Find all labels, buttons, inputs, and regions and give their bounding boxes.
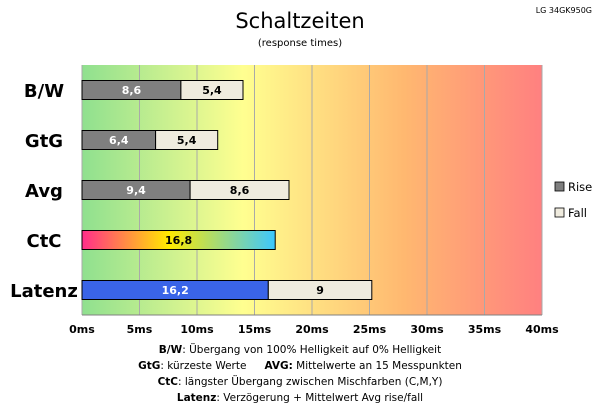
chart-title: Schaltzeiten [235, 9, 364, 33]
data-label-rise: 16,8 [165, 234, 192, 247]
bar-rise [81, 230, 276, 250]
data-label-rise: 8,6 [122, 84, 142, 97]
data-label-rise: 16,2 [162, 284, 189, 297]
bar-fall [155, 130, 219, 150]
footnote-latenz-text: : Verzögerung + Mittelwert Avg rise/fall [216, 392, 424, 404]
x-tick-label: 30ms [410, 323, 444, 336]
data-label-fall: 9 [316, 284, 324, 297]
category-label: B/W [24, 81, 64, 102]
legend-label-fall: Fall [568, 206, 587, 220]
data-label-fall: 8,6 [230, 184, 250, 197]
x-tick-label: 35ms [468, 323, 502, 336]
footnote-ctc-key: CtC [157, 376, 178, 388]
footnote-ctc-text: : längster Übergang zwischen Mischfarben… [178, 376, 443, 388]
bar-fall [267, 280, 373, 300]
x-tick-label: 5ms [127, 323, 153, 336]
legend-label-rise: Rise [568, 180, 592, 194]
footnote-gtg-avg: GtG: kürzeste Werte AVG: Mittelwerte an 1… [0, 358, 600, 374]
category-labels: B/W GtG Avg CtC Latenz [10, 81, 78, 302]
x-tick-label: 0ms [69, 323, 95, 336]
x-tick-label: 25ms [353, 323, 387, 336]
footnote-bw-key: B/W [158, 344, 183, 356]
category-label: GtG [25, 131, 63, 152]
x-tick-label: 10ms [180, 323, 214, 336]
legend-swatch-rise [554, 181, 565, 192]
footnote-gtg-key: GtG [138, 360, 161, 372]
footnote-bw-text: : Übergang von 100% Helligkeit auf 0% He… [182, 344, 442, 356]
data-label-rise: 9,4 [126, 184, 146, 197]
x-tick-labels: 0ms 5ms 10ms 15ms 20ms 25ms 30ms 35ms 40ms [69, 323, 559, 336]
legend-swatch-fall [554, 207, 565, 218]
footnote-avg-text: Mittelwerte an 15 Messpunkten [292, 360, 462, 372]
x-tick-label: 15ms [238, 323, 272, 336]
legend: Rise Fall [554, 180, 592, 220]
category-label: Avg [25, 181, 63, 202]
footnote-latenz: Latenz: Verzögerung + Mittelwert Avg ris… [0, 390, 600, 406]
x-tick-label: 20ms [295, 323, 329, 336]
footnote-bw: B/W: Übergang von 100% Helligkeit auf 0%… [0, 342, 600, 358]
footnote-avg-key: AVG: [264, 360, 293, 372]
category-label: Latenz [10, 281, 78, 302]
footnote-latenz-key: Latenz [176, 392, 217, 404]
bar-fall [189, 180, 290, 200]
model-label: LG 34GK950G [536, 6, 592, 15]
bar-fall [180, 80, 244, 100]
chart-subtitle: (response times) [258, 38, 342, 49]
footnote-gtg-text: : kürzeste Werte [160, 360, 247, 372]
x-tick-label: 40ms [525, 323, 559, 336]
bars: 8,6 5,4 6,4 5,4 9,4 8,6 16,8 16,2 9 [81, 80, 373, 300]
data-label-rise: 6,4 [109, 134, 129, 147]
data-label-fall: 5,4 [177, 134, 197, 147]
data-label-fall: 5,4 [202, 84, 222, 97]
footnote-ctc: CtC: längster Übergang zwischen Mischfar… [0, 374, 600, 390]
category-label: CtC [26, 231, 61, 252]
footnotes: B/W: Übergang von 100% Helligkeit auf 0%… [0, 342, 600, 406]
